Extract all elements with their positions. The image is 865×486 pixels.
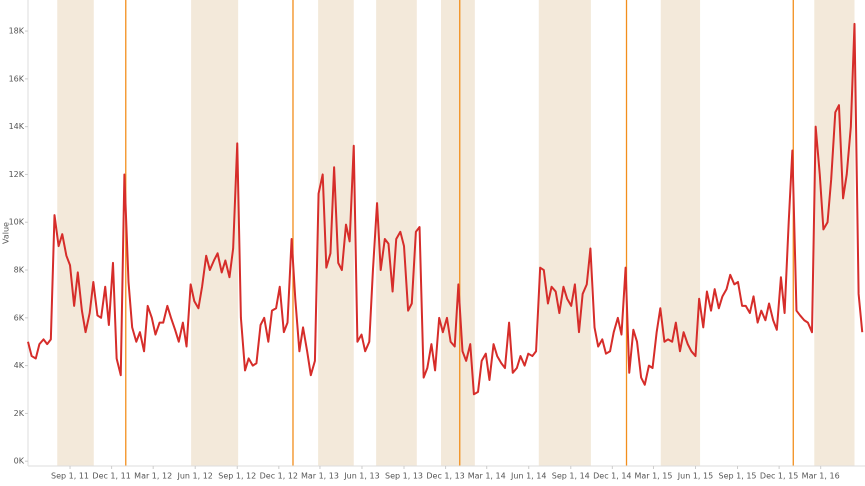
y-tick-label: 14K [9, 122, 25, 131]
x-tick-label: Sep 1, 11 [51, 472, 89, 481]
shaded-band [660, 0, 701, 466]
x-tick-label: Sep 1, 13 [385, 472, 423, 481]
shaded-band [538, 0, 591, 466]
shaded-band [441, 0, 475, 466]
x-tick-label: Sep 1, 15 [719, 472, 757, 481]
x-tick-label: Dec 1, 13 [426, 472, 464, 481]
x-tick-label: Dec 1, 14 [593, 472, 631, 481]
y-tick-label: 6K [14, 313, 25, 322]
x-tick-label: Mar 1, 16 [802, 472, 840, 481]
y-axis-label: Value [2, 222, 11, 244]
x-tick-label: Jun 1, 14 [510, 472, 546, 481]
shaded-band [57, 0, 94, 466]
shaded-band [376, 0, 417, 466]
y-tick-label: 10K [9, 218, 25, 227]
y-tick-label: 18K [9, 27, 25, 36]
x-tick-label: Jun 1, 15 [677, 472, 713, 481]
y-tick-label: 4K [14, 361, 25, 370]
x-tick-label: Mar 1, 14 [468, 472, 506, 481]
y-tick-label: 12K [9, 170, 25, 179]
x-tick-label: Mar 1, 12 [134, 472, 172, 481]
shaded-band [191, 0, 239, 466]
x-tick-label: Jun 1, 13 [343, 472, 379, 481]
y-tick-label: 2K [14, 409, 25, 418]
shaded-band [814, 0, 855, 466]
y-tick-label: 8K [14, 266, 25, 275]
y-tick-label: 0K [14, 457, 25, 466]
x-tick-label: Sep 1, 14 [552, 472, 590, 481]
x-tick-label: Sep 1, 12 [218, 472, 256, 481]
x-tick-label: Dec 1, 11 [92, 472, 130, 481]
x-tick-label: Mar 1, 13 [301, 472, 339, 481]
x-tick-label: Mar 1, 15 [634, 472, 672, 481]
data-line [27, 22, 864, 396]
x-tick-label: Dec 1, 12 [260, 472, 298, 481]
x-tick-label: Jun 1, 12 [177, 472, 213, 481]
y-tick-label: 16K [9, 74, 25, 83]
x-tick-label: Dec 1, 15 [760, 472, 798, 481]
